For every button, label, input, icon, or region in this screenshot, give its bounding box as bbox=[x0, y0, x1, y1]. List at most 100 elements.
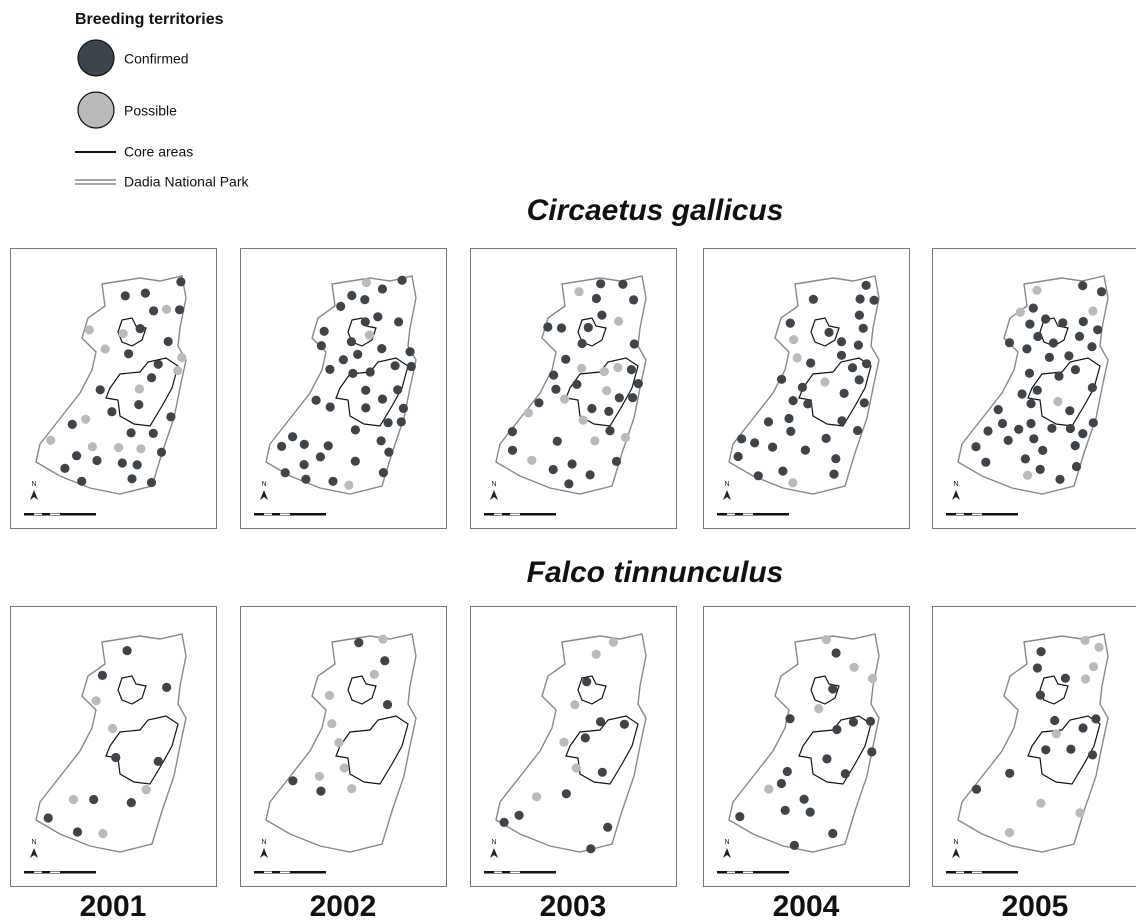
confirmed-territory bbox=[626, 365, 636, 375]
possible-territory bbox=[620, 432, 631, 443]
confirmed-territory bbox=[350, 456, 360, 466]
map-panel: N bbox=[703, 248, 910, 529]
north-label: N bbox=[261, 481, 266, 488]
confirmed-territory bbox=[135, 324, 145, 334]
confirmed-territory bbox=[1078, 281, 1088, 291]
confirmed-territory bbox=[43, 813, 53, 823]
confirmed-territory bbox=[803, 399, 813, 409]
year-label: 2002 bbox=[310, 890, 377, 923]
year-label: 2004 bbox=[773, 890, 840, 923]
confirmed-territory bbox=[548, 464, 558, 475]
possible-territory bbox=[1036, 798, 1046, 808]
confirmed-territory bbox=[785, 318, 795, 328]
confirmed-territory bbox=[1036, 647, 1046, 657]
possible-territory bbox=[613, 362, 623, 373]
confirmed-territory bbox=[591, 293, 601, 304]
scale-bar-gap bbox=[280, 513, 290, 515]
possible-territory bbox=[1088, 306, 1098, 316]
confirmed-territory bbox=[1017, 389, 1027, 399]
map-panel: N bbox=[703, 606, 910, 887]
confirmed-territory bbox=[981, 457, 991, 467]
possible-territory bbox=[574, 287, 584, 297]
possible-territory bbox=[608, 637, 618, 647]
confirmed-territory bbox=[299, 460, 309, 470]
possible-territory bbox=[1004, 828, 1015, 838]
north-arrow bbox=[260, 848, 268, 858]
confirmed-territory bbox=[347, 290, 357, 301]
confirmed-territory bbox=[567, 459, 577, 469]
legend-confirmed-symbol bbox=[77, 39, 115, 77]
scale-bar-gap bbox=[494, 513, 502, 515]
confirmed-territory bbox=[800, 445, 810, 455]
confirmed-territory bbox=[551, 384, 561, 394]
confirmed-territory bbox=[60, 463, 70, 473]
confirmed-territory bbox=[777, 374, 787, 384]
confirmed-territory bbox=[384, 447, 394, 457]
confirmed-territory bbox=[836, 350, 847, 360]
confirmed-territory bbox=[67, 419, 77, 429]
confirmed-territory bbox=[1041, 745, 1051, 755]
confirmed-territory bbox=[1029, 434, 1039, 444]
possible-territory bbox=[1094, 642, 1104, 652]
scale-bar-gap bbox=[264, 513, 272, 515]
confirmed-territory bbox=[1044, 352, 1054, 362]
north-arrow bbox=[952, 490, 960, 500]
confirmed-territory bbox=[799, 794, 809, 804]
confirmed-territory bbox=[1025, 319, 1035, 329]
core-area bbox=[565, 715, 639, 785]
legend-label: Dadia National Park bbox=[124, 174, 250, 190]
possible-territory bbox=[1080, 635, 1090, 645]
confirmed-territory bbox=[750, 438, 760, 448]
possible-territory bbox=[1051, 729, 1061, 739]
confirmed-territory bbox=[822, 754, 832, 764]
north-arrow bbox=[723, 848, 731, 858]
possible-territory bbox=[570, 700, 580, 710]
confirmed-territory bbox=[778, 466, 788, 476]
park-boundary bbox=[495, 275, 647, 495]
north-label: N bbox=[724, 481, 729, 488]
confirmed-territory bbox=[360, 295, 370, 305]
species-title: Falco tinnunculus bbox=[527, 556, 784, 589]
confirmed-territory bbox=[1087, 342, 1097, 352]
possible-territory bbox=[559, 737, 569, 747]
confirmed-territory bbox=[862, 359, 872, 369]
confirmed-territory bbox=[604, 406, 614, 416]
north-arrow bbox=[490, 848, 498, 858]
confirmed-territory bbox=[1058, 318, 1068, 328]
legend-label: Possible bbox=[124, 103, 177, 119]
north-arrow bbox=[490, 490, 498, 500]
confirmed-territory bbox=[406, 361, 416, 372]
possible-territory bbox=[867, 673, 878, 684]
confirmed-territory bbox=[124, 349, 134, 359]
confirmed-territory bbox=[556, 323, 567, 333]
confirmed-territory bbox=[353, 349, 363, 359]
confirmed-territory bbox=[383, 418, 393, 428]
possible-territory bbox=[1023, 470, 1033, 480]
confirmed-territory bbox=[350, 425, 360, 435]
park-boundary bbox=[957, 275, 1109, 495]
confirmed-territory bbox=[753, 471, 763, 481]
possible-territory bbox=[571, 763, 581, 773]
possible-territory bbox=[578, 415, 588, 425]
species-title: Circaetus gallicus bbox=[527, 194, 784, 227]
confirmed-territory bbox=[507, 427, 517, 437]
confirmed-territory bbox=[572, 379, 582, 389]
confirmed-territory bbox=[325, 402, 335, 412]
panels: N N N N N N N N N N bbox=[10, 248, 1136, 887]
confirmed-territory bbox=[628, 393, 638, 403]
confirmed-territory bbox=[854, 375, 864, 385]
confirmed-territory bbox=[147, 373, 157, 383]
possible-territory bbox=[369, 669, 379, 679]
confirmed-territory bbox=[111, 752, 121, 763]
confirmed-territory bbox=[176, 277, 186, 287]
scale-bar-gap bbox=[743, 871, 753, 873]
confirmed-territory bbox=[319, 326, 329, 336]
confirmed-territory bbox=[346, 337, 356, 347]
possible-territory bbox=[334, 738, 344, 748]
confirmed-territory bbox=[1066, 744, 1076, 754]
confirmed-territory bbox=[1088, 418, 1098, 428]
confirmed-territory bbox=[1047, 423, 1057, 433]
confirmed-territory bbox=[786, 426, 796, 436]
confirmed-territory bbox=[72, 451, 82, 461]
confirmed-territory bbox=[782, 766, 792, 777]
